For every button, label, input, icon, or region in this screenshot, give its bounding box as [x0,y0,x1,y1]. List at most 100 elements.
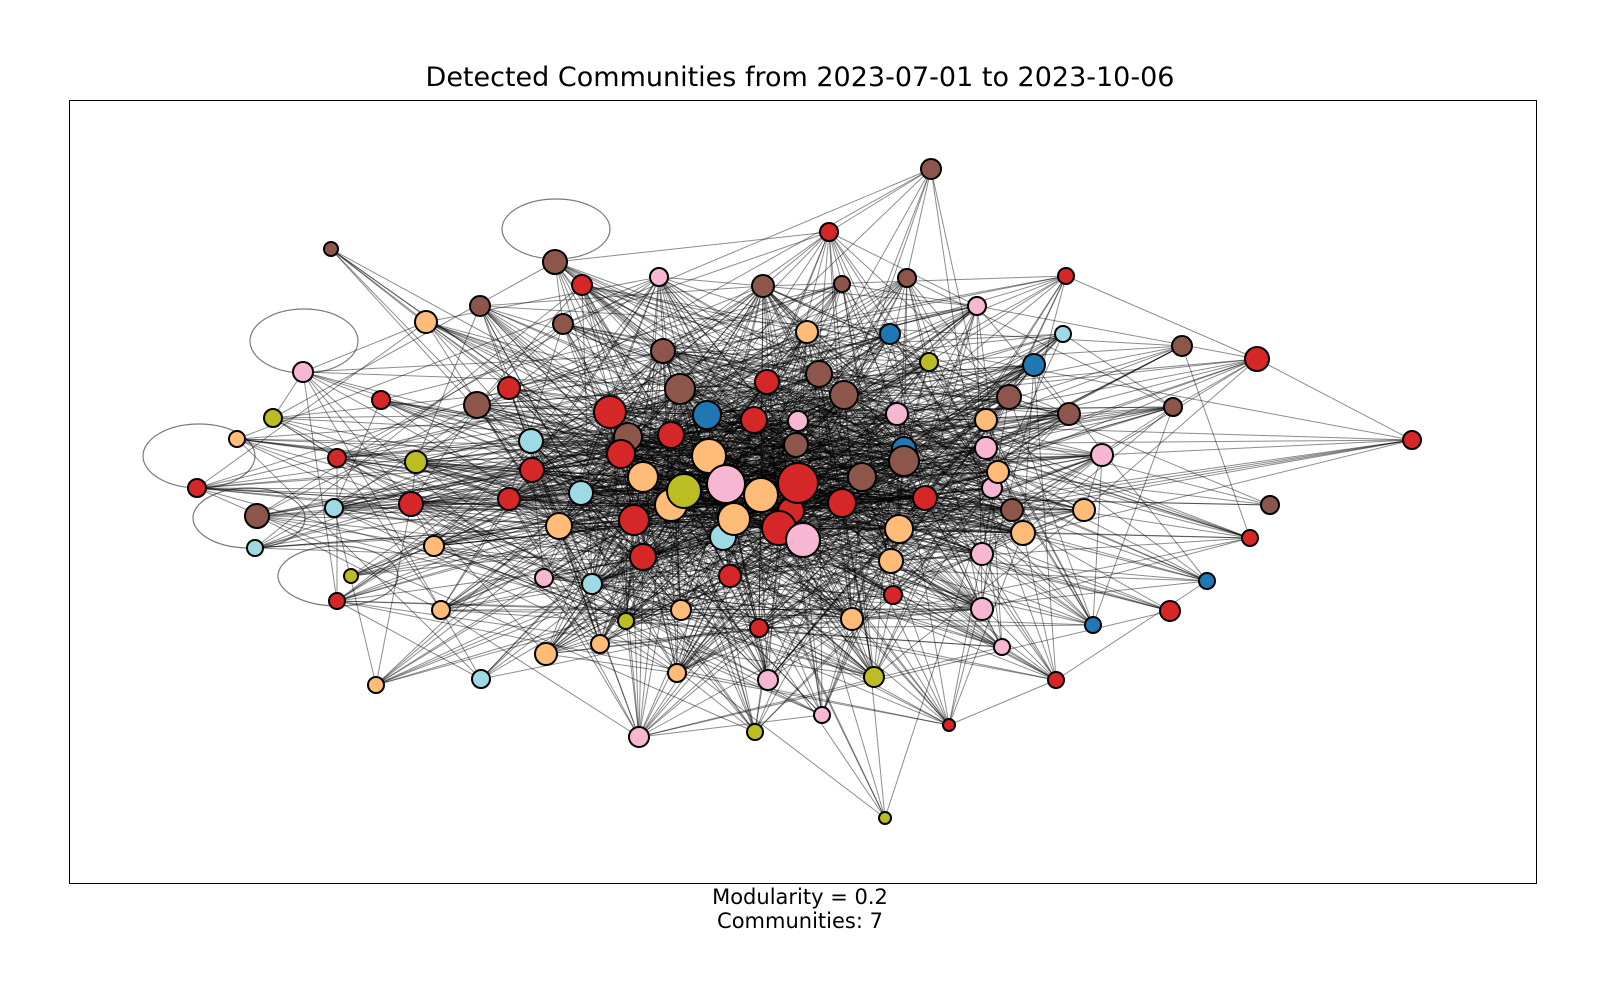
edge [642,471,999,478]
edge [679,388,760,629]
edge [620,453,905,462]
edge [480,331,808,680]
edge [638,714,823,738]
edge [410,404,478,505]
edge [591,583,853,620]
edge [330,248,853,620]
edge [543,556,644,579]
edge [890,460,905,562]
edge [480,519,635,680]
edge [620,453,863,478]
edge [708,413,1070,457]
edge [415,444,797,463]
edge [581,284,672,436]
node-brown [1057,402,1081,426]
edge [892,413,1070,596]
node-brown [805,360,833,388]
edge [679,373,820,390]
edge [633,519,769,681]
edge [729,532,1024,577]
edge [991,487,1085,511]
edge [758,333,1064,629]
node-brown [833,275,851,293]
edge [380,399,582,494]
edge [802,539,823,716]
edge [767,460,905,681]
edge [638,618,853,738]
edge [581,284,808,333]
edge [797,420,1094,626]
edge [758,413,1070,629]
edge [236,438,560,527]
edge [302,371,1010,398]
edge [333,507,377,686]
edge [256,497,926,517]
edge [545,539,804,655]
node-peach [670,599,692,621]
node-cyan [471,669,491,689]
edge [841,502,875,678]
edge [440,609,482,680]
edge [679,331,808,390]
edge [896,413,1085,511]
edge [670,434,993,489]
edge [508,411,611,500]
edge [758,471,999,629]
edge [531,388,681,471]
edge [906,277,983,610]
edge [558,525,601,645]
edge [609,394,845,413]
edge [680,345,1183,611]
edge [680,594,894,611]
edge [948,471,999,726]
edge [658,276,853,620]
edge [350,545,435,577]
edge [818,373,843,504]
edge [642,471,999,558]
edge [851,460,905,620]
edge [706,283,843,416]
edge [609,333,891,413]
node-peach [667,663,687,683]
node-blue [1084,616,1102,634]
edge [725,283,843,485]
edge [591,453,622,585]
edge [729,471,999,577]
edge [898,305,978,530]
edge [797,345,1183,422]
edge [633,519,780,529]
edge [508,275,1067,389]
edge [336,436,629,459]
edge [767,454,1103,681]
edge [642,556,769,681]
edge [415,333,891,463]
edge [620,419,755,455]
edge [580,419,755,494]
edge [1022,364,1035,534]
edge [336,600,482,680]
edge [642,305,978,558]
edge [843,394,875,678]
node-peach [840,607,864,631]
edge [890,553,983,562]
edge [333,399,382,509]
node-pink [813,706,831,724]
edge [581,284,987,421]
node-red [606,439,636,469]
edge [722,536,853,620]
edge [828,231,983,555]
edge [679,388,898,415]
node-red [912,485,938,511]
node-olive [617,612,635,630]
edge [662,350,1010,398]
edge [380,399,629,438]
edge [375,577,545,686]
edge [410,503,1085,511]
edge [670,396,1010,436]
node-peach [367,676,385,694]
node-cyan [581,573,603,595]
edge [948,532,1024,726]
edge [729,361,930,577]
edge [841,413,898,504]
edge [236,438,417,463]
